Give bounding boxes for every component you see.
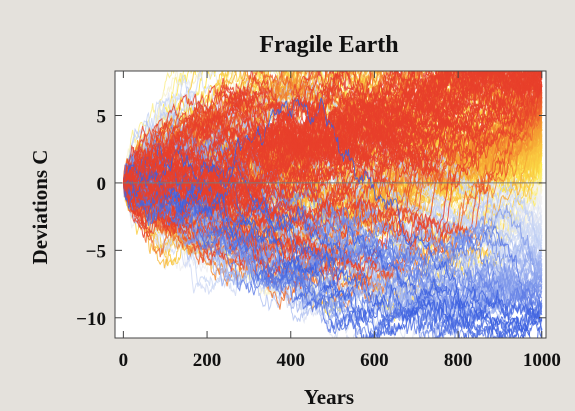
series-path: [122, 71, 505, 187]
y-tick-label: 0: [97, 174, 107, 195]
series-path: [122, 168, 543, 338]
plot-frame: [114, 70, 547, 339]
series-path: [122, 182, 543, 338]
series-path: [122, 71, 543, 251]
series-path: [122, 156, 543, 338]
series-path: [122, 71, 458, 196]
y-tick-label: 5: [97, 107, 107, 128]
y-tick-label: −10: [76, 309, 106, 330]
series-layer: [122, 71, 543, 338]
series-path: [122, 71, 484, 198]
chart-title: Fragile Earth: [259, 32, 398, 58]
series-path: [122, 71, 529, 222]
series-path: [122, 139, 543, 320]
series-path: [122, 156, 543, 334]
x-tick-label: 200: [193, 350, 222, 371]
ticks-layer: 0 200 400 600 800 1000 −10 −5 0 5: [76, 71, 561, 371]
x-tick-label: 1000: [523, 350, 561, 371]
series-path: [122, 155, 543, 337]
x-tick-label: 400: [276, 350, 305, 371]
x-tick-label: 800: [444, 350, 473, 371]
y-tick-label: −5: [86, 241, 106, 262]
series-path: [122, 71, 542, 197]
x-axis-label: Years: [304, 385, 354, 409]
x-tick-label: 0: [119, 350, 129, 371]
series-path: [122, 179, 543, 320]
y-axis-label: Deviations C: [28, 150, 52, 265]
series-path: [122, 71, 455, 191]
series-path: [122, 97, 543, 338]
series-path: [122, 71, 536, 236]
series-path: [122, 71, 457, 189]
series-path: [122, 71, 500, 203]
series-path: [122, 71, 543, 252]
x-tick-label: 600: [360, 350, 389, 371]
